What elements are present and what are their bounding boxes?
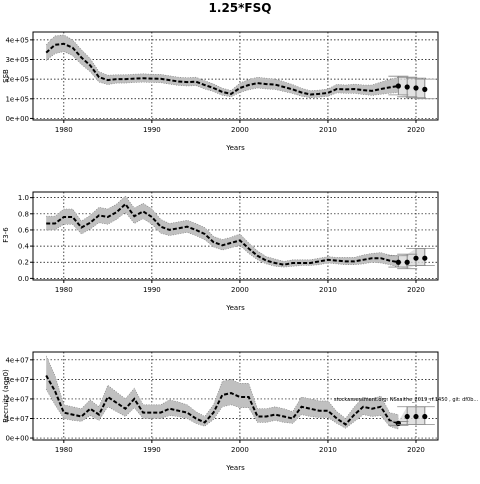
- confidence-band: [46, 196, 399, 268]
- forecast-point: [404, 413, 410, 420]
- forecast-point: [413, 85, 419, 91]
- x-tick-label: 1980: [55, 286, 73, 294]
- watermark-text: stockassessment.org: NSsaithe_2019_rf.14…: [334, 397, 479, 403]
- forecast-point: [413, 413, 419, 420]
- ssb-panel-data: [45, 34, 435, 100]
- forecast-band: [398, 406, 425, 426]
- x-tick-label: 2020: [407, 286, 425, 294]
- y-axis-label: SSB: [2, 69, 10, 83]
- forecast-point: [422, 86, 428, 92]
- y-tick-label: 2e+05: [5, 76, 29, 84]
- x-tick-label: 2020: [407, 126, 425, 134]
- recruit-panel-data: [45, 355, 435, 430]
- y-tick-label: 3e+05: [5, 56, 29, 64]
- lower-bound-line: [46, 51, 399, 99]
- x-tick-label: 2010: [319, 446, 337, 454]
- forecast-point: [422, 413, 428, 420]
- plot-frame: [32, 191, 439, 281]
- forecast-point: [413, 255, 419, 261]
- f-panel-data: [46, 195, 435, 270]
- estimate-line: [45, 375, 399, 426]
- forecast-band: [398, 248, 425, 269]
- y-tick-label: 0.8: [18, 210, 29, 218]
- y-tick-label: 0e+00: [5, 115, 29, 123]
- x-tick-label: 1990: [143, 286, 161, 294]
- y-tick-label: 1e+05: [5, 95, 29, 103]
- forecast-point: [422, 255, 428, 261]
- y-tick-label: 0e+00: [5, 435, 29, 443]
- f-panel: 1980 1990 2000 2010 2020 0.0 0.2 0.4 0.6 0.8 1.0 Ye…: [2, 191, 439, 312]
- forecast-band: [398, 76, 425, 99]
- y-tick-label: 4e+05: [5, 36, 29, 44]
- forecast-point: [395, 420, 401, 426]
- forecast-point: [404, 84, 410, 90]
- lower-bound-line: [46, 211, 399, 268]
- estimate-line: [45, 42, 399, 96]
- y-tick-label: 3e+07: [5, 376, 29, 384]
- x-axis-label: Years: [225, 144, 245, 152]
- y-tick-label: 1e+07: [5, 415, 29, 423]
- x-axis-label: Years: [225, 304, 245, 312]
- x-tick-label: 2000: [231, 126, 249, 134]
- confidence-band: [46, 34, 399, 98]
- recruit-panel: 1980 1990 2000 2010 2020 0e+00 1e+07 2e+07 3e+07…: [2, 351, 439, 472]
- forecast-point: [404, 259, 410, 265]
- x-tick-label: 1980: [55, 126, 73, 134]
- x-tick-label: 1990: [143, 126, 161, 134]
- estimate-line: [46, 202, 399, 266]
- y-axis-label: Recruits (age0): [2, 369, 10, 423]
- x-tick-label: 2000: [231, 286, 249, 294]
- upper-bound-line: [46, 195, 399, 262]
- y-tick-label: 4e+07: [5, 356, 29, 364]
- y-tick-label: 0.6: [18, 226, 30, 234]
- x-tick-label: 2000: [231, 446, 249, 454]
- y-tick-label: 2e+07: [5, 395, 29, 403]
- confidence-band: [46, 355, 399, 430]
- plot-frame: [32, 31, 439, 121]
- figure-title: 1.25*FSQ: [208, 1, 272, 15]
- y-tick-label: 1.0: [18, 194, 29, 202]
- lower-bound-line: [45, 389, 399, 430]
- y-tick-label: 0.4: [18, 243, 30, 251]
- y-tick-label: 0.2: [18, 259, 29, 267]
- ssb-panel: 1980 1990 2000 2010 2020 0e+00 1e+05 2e+05 3e+05…: [2, 31, 439, 152]
- y-tick-label: 0.0: [18, 275, 29, 283]
- x-tick-label: 2010: [319, 126, 337, 134]
- x-tick-label: 1990: [143, 446, 161, 454]
- plot-frame: [32, 351, 439, 441]
- x-axis-label: Years: [225, 464, 245, 472]
- upper-bound-line: [45, 34, 399, 92]
- x-tick-label: 2010: [319, 286, 337, 294]
- forecast-point: [395, 83, 401, 89]
- upper-bound-line: [45, 355, 399, 419]
- x-tick-label: 1980: [55, 446, 73, 454]
- y-axis-label: F3-6: [2, 227, 10, 243]
- forecast-point: [395, 259, 401, 265]
- x-tick-label: 2020: [407, 446, 425, 454]
